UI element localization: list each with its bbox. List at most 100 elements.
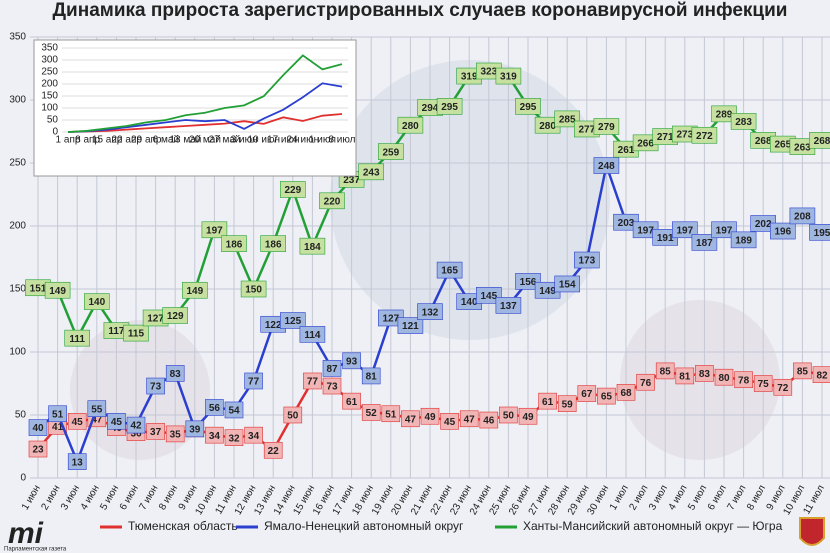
y-tick-label: 200 xyxy=(9,221,26,232)
data-label: 189 xyxy=(735,236,752,247)
data-label-box xyxy=(322,377,342,395)
data-label: 268 xyxy=(814,136,830,147)
data-label: 85 xyxy=(660,367,672,378)
data-label-box xyxy=(459,410,479,428)
data-label-box xyxy=(593,118,620,135)
data-label: 145 xyxy=(480,291,497,302)
data-label-box xyxy=(123,324,149,342)
data-label: 13 xyxy=(72,457,84,468)
series-line xyxy=(67,54,343,133)
y-tick-label: 250 xyxy=(41,67,58,78)
data-label-box xyxy=(221,235,247,252)
data-label: 237 xyxy=(343,175,360,186)
data-label: 46 xyxy=(483,416,495,427)
data-label-box xyxy=(299,237,326,255)
data-label: 151 xyxy=(30,283,47,294)
data-label: 49 xyxy=(424,412,436,423)
data-label: 195 xyxy=(814,228,830,239)
data-label-box xyxy=(401,410,420,428)
data-label-box xyxy=(440,412,459,430)
data-label: 76 xyxy=(640,378,652,389)
data-label: 127 xyxy=(382,314,399,325)
data-label: 59 xyxy=(562,399,574,410)
data-label-box xyxy=(573,251,600,269)
data-label-box xyxy=(577,385,597,402)
x-tick-label: 1 июл xyxy=(309,135,336,146)
data-label-box xyxy=(319,192,345,210)
data-label: 140 xyxy=(88,297,105,308)
data-label-box xyxy=(753,375,773,392)
y-tick-label: 150 xyxy=(41,91,58,102)
data-label-box xyxy=(182,281,208,299)
data-label: 289 xyxy=(716,110,733,121)
data-label-box xyxy=(377,143,404,160)
data-label: 37 xyxy=(150,427,162,438)
x-tick-label: 24 июн xyxy=(287,135,320,146)
data-label-box xyxy=(303,372,322,390)
data-label: 65 xyxy=(601,392,613,403)
logo-mark: mi xyxy=(8,517,44,550)
x-tick-label: 4 июн xyxy=(79,483,102,512)
data-label-box xyxy=(538,392,557,410)
data-label-box xyxy=(224,401,244,419)
data-label: 45 xyxy=(111,417,123,428)
data-label-box xyxy=(279,181,306,198)
data-label: 187 xyxy=(696,238,713,249)
data-label: 191 xyxy=(657,233,674,244)
data-label-box xyxy=(554,110,581,128)
data-label: 75 xyxy=(758,379,770,390)
data-label-box xyxy=(515,98,541,115)
data-label: 81 xyxy=(679,372,691,383)
y-tick-label: 100 xyxy=(9,347,26,358)
data-label-box xyxy=(515,273,541,290)
data-label: 55 xyxy=(91,404,103,415)
data-label-box xyxy=(279,312,306,329)
emblem xyxy=(799,517,825,546)
x-tick-label: 22 апр xyxy=(111,135,142,146)
data-label-box xyxy=(636,373,655,391)
y-tick-label: 300 xyxy=(41,55,58,66)
data-label: 265 xyxy=(774,140,791,151)
data-label: 45 xyxy=(444,417,456,428)
data-label: 45 xyxy=(72,417,84,428)
data-label: 125 xyxy=(284,316,301,327)
y-tick-label: 300 xyxy=(9,95,26,106)
data-label: 220 xyxy=(324,196,341,207)
data-label: 277 xyxy=(578,125,595,136)
y-tick-label: 350 xyxy=(9,32,26,43)
data-label-box xyxy=(48,405,67,423)
data-label: 93 xyxy=(346,356,358,367)
data-label-box xyxy=(495,67,522,85)
data-label: 197 xyxy=(676,225,693,236)
data-label-box xyxy=(240,280,267,298)
data-label-box xyxy=(381,405,401,423)
data-label: 77 xyxy=(307,377,319,388)
data-label-box xyxy=(436,261,463,279)
data-label-box xyxy=(224,429,244,446)
data-label: 273 xyxy=(676,130,693,141)
data-label: 268 xyxy=(755,136,772,147)
data-label: 149 xyxy=(49,286,66,297)
data-label-box xyxy=(260,235,287,252)
data-label: 52 xyxy=(366,408,378,419)
data-label: 47 xyxy=(464,414,476,425)
data-label: 117 xyxy=(108,326,125,337)
data-label: 39 xyxy=(189,425,201,436)
data-label: 50 xyxy=(287,411,299,422)
data-label: 61 xyxy=(346,397,358,408)
data-label-box xyxy=(557,395,577,412)
data-label-box xyxy=(397,317,424,334)
x-tick-label: 27 май xyxy=(209,135,241,146)
data-label-box xyxy=(361,367,381,385)
data-label: 23 xyxy=(32,445,44,456)
data-label-box xyxy=(205,399,224,416)
data-label-box xyxy=(244,426,263,444)
data-label: 41 xyxy=(52,422,64,433)
data-label: 83 xyxy=(170,369,182,380)
data-label: 243 xyxy=(363,167,380,178)
data-label: 111 xyxy=(69,334,85,345)
x-tick-label: 5 июн xyxy=(98,483,121,512)
data-label: 85 xyxy=(797,367,809,378)
data-label: 77 xyxy=(248,377,260,388)
